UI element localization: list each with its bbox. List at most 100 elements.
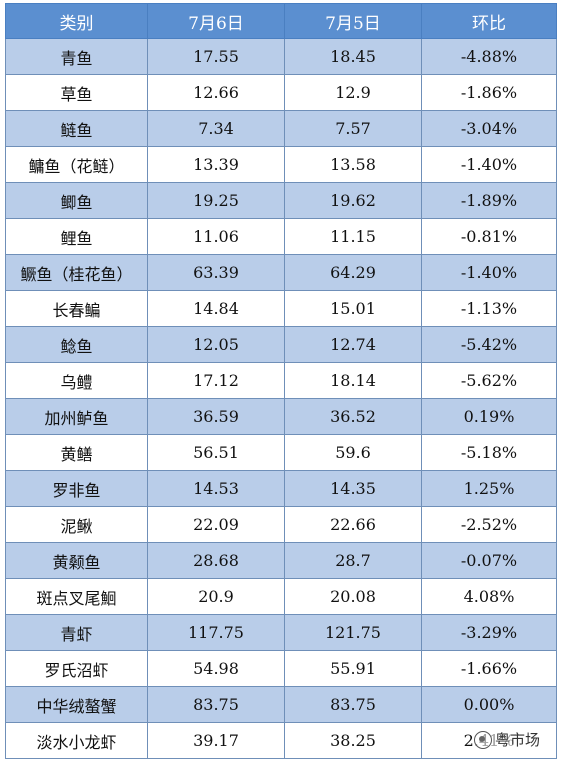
column-header-change: 环比 (421, 3, 557, 39)
cell-jul5: 7.57 (284, 110, 422, 147)
table-row: 长春鳊 14.84 15.01 -1.13% (5, 290, 557, 327)
cell-jul5: 55.91 (284, 650, 422, 687)
table-row: 鲫鱼 19.25 19.62 -1.89% (5, 182, 557, 219)
cell-jul6: 17.12 (147, 362, 285, 399)
cell-jul5: 28.7 (284, 542, 422, 579)
table-row: 鳜鱼（桂花鱼） 63.39 64.29 -1.40% (5, 254, 557, 291)
watermark: 粤市场 (474, 729, 541, 750)
cell-jul6: 11.06 (147, 218, 285, 255)
watermark-text: 粤市场 (495, 731, 541, 749)
header-row: 类别 7月6日 7月5日 环比 (5, 3, 557, 39)
cell-jul5: 64.29 (284, 254, 422, 291)
cell-jul6: 7.34 (147, 110, 285, 147)
cell-category: 淡水小龙虾 (5, 722, 148, 759)
table-row: 鲶鱼 12.05 12.74 -5.42% (5, 326, 557, 363)
table-row: 泥鳅 22.09 22.66 -2.52% (5, 506, 557, 543)
price-table: 类别 7月6日 7月5日 环比 青鱼 17.55 18.45 -4.88% 草鱼 12.66 12… (5, 3, 557, 759)
table-body: 青鱼 17.55 18.45 -4.88% 草鱼 12.66 12.9 -1.86% 鲢鱼 7.3… (5, 38, 557, 759)
cell-category: 青鱼 (5, 38, 148, 75)
cell-jul5: 12.9 (284, 74, 422, 111)
cell-jul5: 20.08 (284, 578, 422, 615)
table-row: 黄鳝 56.51 59.6 -5.18% (5, 434, 557, 471)
cell-category: 泥鳅 (5, 506, 148, 543)
table-row: 鲤鱼 11.06 11.15 -0.81% (5, 218, 557, 255)
cell-change: -1.13% (421, 290, 557, 327)
column-header-jul6: 7月6日 (147, 3, 285, 39)
table-row: 鲢鱼 7.34 7.57 -3.04% (5, 110, 557, 147)
cell-jul5: 15.01 (284, 290, 422, 327)
cell-category: 鳙鱼（花鲢） (5, 146, 148, 183)
cell-jul5: 14.35 (284, 470, 422, 507)
cell-jul6: 54.98 (147, 650, 285, 687)
wechat-logo-icon (474, 730, 492, 749)
cell-jul6: 12.05 (147, 326, 285, 363)
cell-jul6: 14.84 (147, 290, 285, 327)
cell-jul5: 36.52 (284, 398, 422, 435)
cell-change: -5.62% (421, 362, 557, 399)
cell-category: 青虾 (5, 614, 148, 651)
column-header-category: 类别 (5, 3, 148, 39)
table-row: 草鱼 12.66 12.9 -1.86% (5, 74, 557, 111)
cell-change: -4.88% (421, 38, 557, 75)
cell-change: -3.29% (421, 614, 557, 651)
cell-jul6: 28.68 (147, 542, 285, 579)
cell-change: 0.00% (421, 686, 557, 723)
cell-change: -1.40% (421, 254, 557, 291)
cell-change: -1.86% (421, 74, 557, 111)
cell-jul6: 36.59 (147, 398, 285, 435)
cell-category: 长春鳊 (5, 290, 148, 327)
cell-jul6: 22.09 (147, 506, 285, 543)
cell-jul6: 20.9 (147, 578, 285, 615)
cell-jul5: 11.15 (284, 218, 422, 255)
table-header: 类别 7月6日 7月5日 环比 (5, 3, 557, 39)
cell-jul5: 38.25 (284, 722, 422, 759)
cell-jul6: 12.66 (147, 74, 285, 111)
cell-jul6: 17.55 (147, 38, 285, 75)
cell-change: -3.04% (421, 110, 557, 147)
cell-jul6: 39.17 (147, 722, 285, 759)
table-row: 罗氏沼虾 54.98 55.91 -1.66% (5, 650, 557, 687)
cell-category: 鲫鱼 (5, 182, 148, 219)
table-row: 中华绒螯蟹 83.75 83.75 0.00% (5, 686, 557, 723)
cell-category: 鳜鱼（桂花鱼） (5, 254, 148, 291)
cell-jul5: 18.45 (284, 38, 422, 75)
table-row: 乌鳢 17.12 18.14 -5.62% (5, 362, 557, 399)
cell-change: 0.19% (421, 398, 557, 435)
cell-jul5: 19.62 (284, 182, 422, 219)
cell-jul5: 59.6 (284, 434, 422, 471)
cell-change: -1.66% (421, 650, 557, 687)
cell-category: 鲶鱼 (5, 326, 148, 363)
table-row: 罗非鱼 14.53 14.35 1.25% (5, 470, 557, 507)
cell-jul5: 83.75 (284, 686, 422, 723)
cell-category: 鲤鱼 (5, 218, 148, 255)
cell-category: 黄鳝 (5, 434, 148, 471)
cell-category: 鲢鱼 (5, 110, 148, 147)
table-row: 斑点叉尾鮰 20.9 20.08 4.08% (5, 578, 557, 615)
cell-jul5: 12.74 (284, 326, 422, 363)
cell-category: 草鱼 (5, 74, 148, 111)
cell-change: -2.52% (421, 506, 557, 543)
cell-jul6: 19.25 (147, 182, 285, 219)
cell-category: 罗氏沼虾 (5, 650, 148, 687)
cell-change: -0.07% (421, 542, 557, 579)
cell-change: 4.08% (421, 578, 557, 615)
table-row: 青鱼 17.55 18.45 -4.88% (5, 38, 557, 75)
cell-jul6: 63.39 (147, 254, 285, 291)
column-header-jul5: 7月5日 (284, 3, 422, 39)
cell-change: -5.18% (421, 434, 557, 471)
cell-jul6: 14.53 (147, 470, 285, 507)
cell-jul5: 121.75 (284, 614, 422, 651)
cell-category: 加州鲈鱼 (5, 398, 148, 435)
cell-jul5: 13.58 (284, 146, 422, 183)
cell-jul5: 18.14 (284, 362, 422, 399)
cell-change: -1.89% (421, 182, 557, 219)
cell-category: 罗非鱼 (5, 470, 148, 507)
cell-category: 斑点叉尾鮰 (5, 578, 148, 615)
table-row: 鳙鱼（花鲢） 13.39 13.58 -1.40% (5, 146, 557, 183)
cell-category: 黄颡鱼 (5, 542, 148, 579)
cell-jul6: 13.39 (147, 146, 285, 183)
cell-change: 1.25% (421, 470, 557, 507)
cell-jul6: 56.51 (147, 434, 285, 471)
table-row: 青虾 117.75 121.75 -3.29% (5, 614, 557, 651)
